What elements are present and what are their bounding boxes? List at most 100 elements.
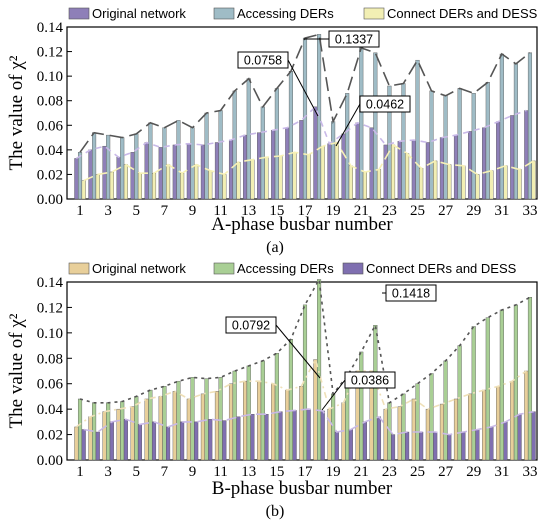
panel-a-bar-3 [461, 165, 466, 200]
panel-a-xtick-label: 27 [438, 203, 454, 219]
panel-a-legend-swatch-1 [68, 7, 90, 20]
panel-a-bar-3 [517, 169, 522, 200]
panel-b-bar-2 [134, 396, 139, 461]
panel-b-bar-2 [232, 370, 237, 461]
panel-b-xtick-label: 23 [382, 464, 397, 480]
panel-b-bar-3 [320, 410, 325, 461]
panel-a-callout-label: 0.1337 [335, 33, 373, 47]
panel-b-bar-1 [257, 380, 262, 461]
panel-b-bar-2 [331, 393, 336, 461]
panel-b-bar-2 [457, 345, 462, 461]
panel-a-bar-2 [232, 90, 237, 200]
panel-b-legend-label-2: Accessing DERs [237, 261, 334, 276]
panel-b-xtick-label: 33 [522, 464, 537, 480]
panel-a-callout-label: 0.0462 [366, 98, 404, 112]
panel-b-legend-swatch-2 [213, 262, 235, 275]
panel-b-xtick-label: 21 [354, 464, 369, 480]
panel-a-bar-2 [288, 71, 293, 200]
panel-b-bar-1 [158, 396, 163, 461]
panel-b-bar-3 [391, 434, 396, 461]
panel-b-xtick-label: 25 [410, 464, 425, 480]
panel-a-bar-2 [415, 59, 420, 200]
panel-b-bar-3 [194, 421, 199, 461]
panel-b-bar-3 [81, 429, 86, 461]
panel-b-bar-3 [166, 426, 171, 461]
panel-a-bar-3 [81, 180, 86, 200]
panel-a-bar-3 [222, 174, 227, 200]
panel-b-chart: 0.000.020.040.060.080.100.120.141 3 5 7 9 11 1… [6, 260, 539, 520]
panel-a-xtick-label: 5 [133, 203, 141, 219]
panel-a-bar-1 [467, 131, 473, 200]
panel-a-bar-2 [513, 63, 518, 200]
panel-a-ytick-label: 0.04 [37, 143, 64, 159]
panel-b-bar-1 [116, 408, 121, 461]
panel-a-xtick-label: 25 [410, 203, 425, 219]
panel-b-bar-1 [186, 398, 191, 461]
panel-a-bar-3 [208, 170, 213, 200]
panel-b-bar-1 [88, 416, 93, 461]
panel-a-bar-1 [116, 157, 121, 200]
panel-a-ytick-label: 0.12 [37, 45, 63, 61]
panel-a-bar-3 [376, 169, 382, 200]
panel-b-xtick-label: 17 [298, 464, 314, 480]
panel-a-series-line-2 [79, 33, 531, 153]
panel-b-bar-2 [176, 380, 181, 461]
panel-b-bar-3 [222, 420, 227, 461]
panel-b-bar-3 [405, 431, 410, 461]
panel-b-bar-2 [401, 393, 406, 461]
panel-a-bar-3 [236, 161, 241, 200]
panel-a-xtick-label: 3 [104, 203, 112, 219]
panel-b-ytick-label: 0.12 [37, 300, 63, 316]
panel-b-bar-1 [453, 398, 459, 461]
panel-a-bar-1 [144, 142, 149, 200]
panel-b-bar-2 [120, 401, 125, 461]
panel-a-bar-1 [482, 127, 487, 200]
panel-b-bar-1 [74, 426, 79, 461]
panel-a-bar-2 [387, 85, 392, 200]
panel-b-bar-2 [415, 383, 420, 461]
panel-a-bar-1 [299, 120, 304, 200]
panel-b-bar-2 [77, 398, 83, 461]
panel-b-bar-1 [524, 370, 529, 461]
panel-a-bar-1 [200, 144, 205, 200]
panel-b-bar-3 [489, 426, 494, 461]
panel-a-series-line-3 [83, 141, 535, 182]
panel-b-bar-3 [180, 421, 185, 461]
panel-b-callout-label: 0.1418 [392, 287, 430, 301]
panel-a-bar-2 [176, 120, 181, 200]
panel-a-bar-3 [531, 160, 536, 200]
panel-b-legend-swatch-3 [342, 262, 364, 275]
panel-a-bar-3 [334, 142, 339, 200]
panel-a-bar-3 [278, 155, 283, 200]
panel-b-bar-3 [376, 416, 382, 461]
panel-a-bar-1 [524, 110, 529, 200]
panel-b-bar-2 [317, 279, 322, 461]
panel-a-bar-1 [88, 149, 93, 200]
panel-a-bar-3 [391, 144, 396, 200]
panel-b-bar-1 [383, 408, 388, 461]
panel-a-bar-2 [485, 82, 490, 200]
panel-b-callout-box [385, 284, 437, 302]
panel-b-bar-1 [200, 393, 205, 461]
panel-b-bar-2 [373, 325, 378, 461]
panel-b-xtick-label: 13 [241, 464, 256, 480]
panel-b-bar-3 [447, 434, 452, 461]
panel-b-bar-1 [102, 411, 107, 461]
panel-b-ytick-label: 0.04 [37, 402, 64, 418]
panel-a-xtick-label: 17 [298, 203, 314, 219]
panel-b-bar-1 [285, 389, 290, 461]
panel-a-bar-2 [317, 34, 322, 200]
panel-a-callout-box [237, 51, 289, 69]
panel-a-bar-1 [313, 106, 318, 200]
panel-b-xlabel: B-phase busbar number [212, 478, 393, 499]
panel-b-callout-leader [321, 379, 346, 411]
panel-a-bar-1 [186, 143, 191, 200]
panel-a-xtick-label: 23 [382, 203, 397, 219]
panel-a-bar-1 [228, 139, 234, 200]
panel-a-bar-1 [439, 137, 444, 200]
panel-a-bar-2 [373, 52, 378, 200]
panel-b-ytick-label: 0.06 [37, 377, 64, 393]
panel-b-ylabel: The value of χ² [6, 313, 27, 428]
panel-a-bar-2 [471, 93, 476, 200]
panel-a-bar-2 [120, 137, 125, 200]
